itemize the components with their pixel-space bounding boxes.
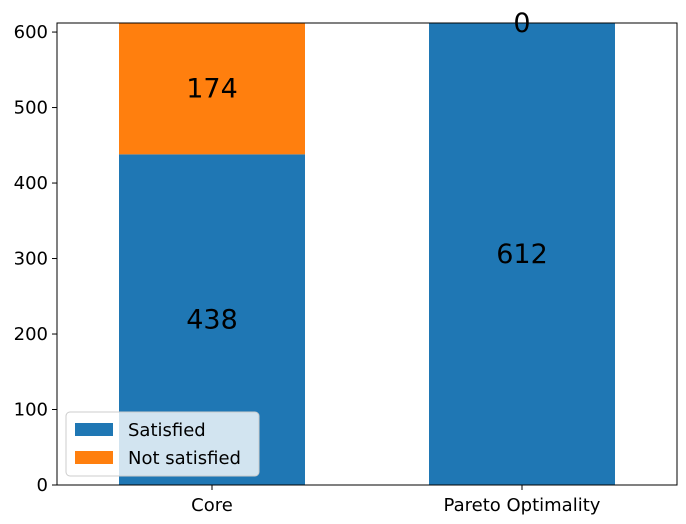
data-label: 438 [186,305,238,336]
y-tick-label: 200 [14,324,48,345]
y-axis: 0 100 200 300 400 500 600 [14,22,57,496]
legend-label: Satisfied [128,420,206,441]
bar-not-satisfied-core [119,23,305,155]
y-tick-label: 400 [14,173,48,194]
legend-box [65,411,260,477]
y-tick-label: 0 [37,475,48,496]
x-tick-label: Pareto Optimality [444,495,601,516]
legend: Satisfied Not satisfied [65,411,260,477]
plot-frame [56,22,678,486]
x-axis: Core Pareto Optimality [191,485,601,516]
data-label: 174 [186,74,238,105]
legend-label: Not satisfied [128,448,241,469]
y-tick-label: 100 [14,400,48,421]
bars-layer [119,23,615,485]
bar-satisfied-pareto-optimality [429,23,615,485]
data-label: 612 [496,239,548,270]
legend-swatch [75,451,113,464]
y-tick-label: 300 [14,249,48,270]
x-tick-label: Core [191,495,233,516]
y-tick-label: 600 [14,22,48,43]
y-tick-label: 500 [14,98,48,119]
legend-swatch [75,423,113,436]
